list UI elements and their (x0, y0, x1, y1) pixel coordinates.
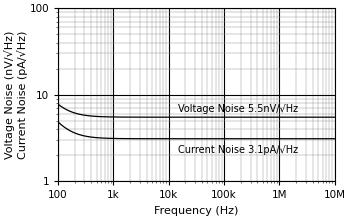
Y-axis label: Voltage Noise (nV/√Hz)
Current Noise (pA/√Hz): Voltage Noise (nV/√Hz) Current Noise (pA… (4, 31, 28, 159)
Text: Voltage Noise 5.5nV/√Hz: Voltage Noise 5.5nV/√Hz (178, 104, 299, 114)
Text: Current Noise 3.1pA/√Hz: Current Noise 3.1pA/√Hz (178, 145, 299, 155)
X-axis label: Frequency (Hz): Frequency (Hz) (154, 206, 239, 216)
